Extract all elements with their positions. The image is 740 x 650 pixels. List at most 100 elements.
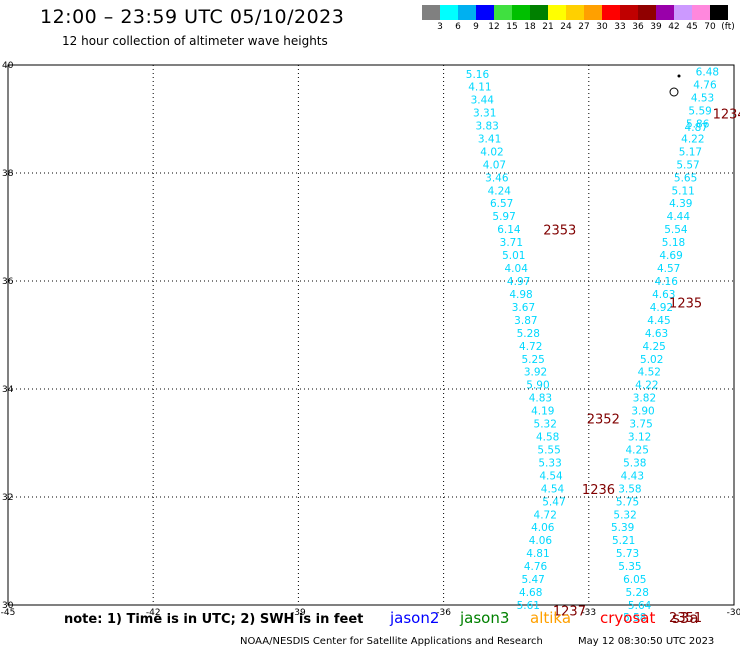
- legend-label: 3: [437, 22, 443, 32]
- wave-height-value: 3.75: [629, 419, 652, 431]
- wave-height-value: 4.69: [659, 250, 682, 262]
- wave-height-value: 5.65: [674, 172, 697, 184]
- wave-height-value: 3.92: [524, 367, 547, 379]
- legend-label: 12: [488, 22, 500, 32]
- wave-height-value: 5.59: [688, 105, 711, 117]
- wave-height-value: 3.67: [512, 302, 535, 314]
- wave-height-value: 4.54: [541, 483, 565, 495]
- wave-height-value: 3.44: [471, 95, 495, 107]
- legend-swatch: [710, 5, 728, 20]
- pass-time-label: 2352: [587, 413, 620, 428]
- pass-time-label: 1235: [669, 297, 702, 312]
- legend-swatch: [512, 5, 530, 20]
- pass-time-label: 2353: [543, 224, 576, 239]
- pass-time-label: 1237: [553, 604, 586, 619]
- wave-height-value: 4.22: [681, 133, 704, 145]
- wave-height-value: 4.81: [526, 548, 549, 560]
- wave-height-value: 5.21: [612, 535, 635, 547]
- wave-height-value: 6.48: [696, 66, 719, 78]
- y-tick-label: 36: [2, 277, 14, 287]
- legend-label: 27: [578, 22, 590, 32]
- legend-swatch: [476, 5, 494, 20]
- legend-label: 42: [668, 22, 680, 32]
- legend-swatch: [620, 5, 638, 20]
- wave-height-value: 5.28: [626, 587, 649, 599]
- wave-height-value: 4.68: [519, 587, 542, 599]
- wave-height-value: 4.25: [626, 444, 649, 456]
- color-legend: [422, 5, 728, 20]
- wave-height-value: 4.92: [650, 302, 673, 314]
- wave-height-value: 4.83: [529, 393, 552, 405]
- pass-time-label: 2351: [669, 611, 702, 626]
- legend-label: 36: [632, 22, 644, 32]
- wave-height-value: 4.19: [531, 406, 554, 418]
- wave-height-value: 4.97: [507, 276, 530, 288]
- wave-height-value: 5.90: [526, 380, 549, 392]
- satellite-altika: altika: [530, 609, 572, 627]
- wave-height-value: 6.57: [490, 198, 513, 210]
- satellite-jason2: jason2: [390, 609, 440, 627]
- wave-height-value: 4.11: [468, 82, 491, 94]
- wave-height-value: 4.24: [488, 185, 512, 197]
- wave-height-value: 4.58: [536, 432, 559, 444]
- legend-label: 70: [704, 22, 716, 32]
- footer-timestamp: May 12 08:30:50 UTC 2023: [578, 636, 715, 647]
- legend-label: 39: [650, 22, 662, 32]
- wave-height-value: 5.55: [537, 444, 560, 456]
- wave-height-value: 4.45: [647, 315, 670, 327]
- wave-height-value: 3.82: [633, 393, 656, 405]
- map-title: 12:00 – 23:59 UTC 05/10/2023: [40, 6, 345, 28]
- legend-label: (ft): [721, 22, 735, 32]
- legend-label: 21: [542, 22, 554, 32]
- legend-swatch: [638, 5, 656, 20]
- legend-label: 45: [686, 22, 698, 32]
- wave-height-value: 4.52: [638, 367, 661, 379]
- wave-height-value: 4.16: [655, 276, 679, 288]
- legend-swatch: [458, 5, 476, 20]
- legend-label: 24: [560, 22, 572, 32]
- legend-swatch: [422, 5, 440, 20]
- marker-ring-icon: [669, 87, 679, 97]
- wave-height-value: 3.58: [618, 483, 641, 495]
- wave-height-value: 5.35: [618, 561, 641, 573]
- wave-height-value: 3.31: [473, 108, 496, 120]
- legend-swatch: [674, 5, 692, 20]
- wave-height-value: 5.47: [521, 574, 544, 586]
- legend-swatch: [602, 5, 620, 20]
- wave-height-value: 4.44: [667, 211, 691, 223]
- wave-height-value: 4.87: [685, 122, 708, 134]
- wave-height-value: 4.63: [645, 328, 668, 340]
- map-frame: [7, 64, 735, 606]
- legend-swatch: [656, 5, 674, 20]
- wave-height-value: 4.43: [621, 470, 644, 482]
- map-grid: [7, 64, 735, 606]
- legend-label: 9: [473, 22, 479, 32]
- wave-height-value: 4.39: [669, 198, 692, 210]
- wave-height-value: 4.72: [519, 341, 542, 353]
- wave-height-value: 3.12: [628, 432, 651, 444]
- wave-height-value: 4.06: [531, 522, 555, 534]
- wave-height-value: 3.41: [478, 133, 501, 145]
- wave-height-value: 4.76: [524, 561, 548, 573]
- pass-time-label: 1236: [582, 483, 615, 498]
- satellite-cryosat: cryosat: [600, 609, 656, 627]
- axis-ticks: -45 -42 -39 -36 -33 -30 40 38 36 34 32 30: [1, 61, 740, 618]
- wave-height-value: 4.22: [635, 380, 658, 392]
- wave-height-value: 4.72: [534, 509, 557, 521]
- legend-swatch: [566, 5, 584, 20]
- wave-height-value: 5.16: [466, 69, 490, 81]
- wave-height-value: 5.11: [671, 185, 694, 197]
- x-tick-label: -30: [727, 608, 740, 618]
- wave-height-value: 5.28: [517, 328, 540, 340]
- pass-time-labels: 1234 2353 1235 2352 1236 1237 2351: [543, 108, 740, 626]
- legend-label: 33: [614, 22, 626, 32]
- wave-height-value: 4.04: [505, 263, 529, 275]
- legend-swatch: [548, 5, 566, 20]
- wave-height-value: 5.86: [686, 118, 710, 130]
- wave-height-value: 4.07: [483, 159, 506, 171]
- wave-height-value: 5.61: [517, 600, 540, 612]
- marker-dot-icon: [677, 74, 681, 78]
- wave-height-value: 5.54: [664, 224, 688, 236]
- wave-height-value: 5.73: [616, 548, 639, 560]
- y-tick-label: 38: [2, 169, 14, 179]
